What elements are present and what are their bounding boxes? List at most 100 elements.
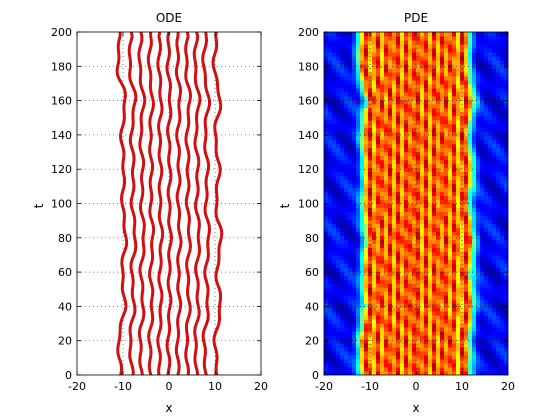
pde-heat-cell: [492, 339, 497, 344]
pde-heat-cell: [368, 223, 373, 228]
pde-heat-cell: [476, 155, 481, 161]
pde-heat-cell: [448, 291, 453, 296]
pde-heat-cell: [400, 275, 405, 280]
pde-heat-cell: [476, 91, 481, 97]
pde-heat-cell: [440, 183, 445, 189]
pde-heat-cell: [404, 191, 409, 197]
pde-heat-cell: [352, 259, 357, 264]
pde-heat-cell: [412, 32, 417, 37]
pde-heat-cell: [340, 43, 345, 49]
pde-heat-cell: [496, 111, 501, 117]
pde-heat-cell: [404, 99, 409, 105]
pde-heat-cell: [424, 351, 429, 356]
pde-heat-cell: [400, 51, 405, 57]
pde-heat-cell: [392, 323, 397, 328]
pde-heat-cell: [384, 275, 389, 280]
pde-heat-cell: [372, 335, 377, 340]
pde-heat-cell: [340, 111, 345, 117]
pde-heat-cell: [416, 299, 421, 304]
pde-heat-cell: [344, 32, 349, 37]
pde-heat-cell: [420, 287, 425, 292]
pde-heat-cell: [420, 339, 425, 344]
pde-heat-cell: [372, 147, 377, 153]
pde-heat-cell: [368, 283, 373, 288]
pde-heat-cell: [452, 91, 457, 97]
pde-heat-cell: [368, 215, 373, 220]
pde-heat-cell: [396, 247, 401, 252]
pde-heat-cell: [384, 371, 389, 375]
pde-heat-cell: [348, 219, 353, 224]
pde-heat-cell: [500, 371, 505, 375]
pde-heat-cell: [404, 367, 409, 372]
pde-heat-cell: [344, 155, 349, 161]
pde-heat-cell: [416, 335, 421, 340]
pde-heat-cell: [352, 323, 357, 328]
pde-heat-cell: [420, 43, 425, 49]
pde-heat-cell: [496, 63, 501, 69]
pde-heat-cell: [472, 63, 477, 69]
pde-heat-cell: [356, 251, 361, 256]
pde-heat-cell: [460, 359, 465, 364]
pde-heat-cell: [324, 299, 329, 304]
pde-heat-cell: [384, 251, 389, 256]
pde-heat-cell: [460, 143, 465, 149]
pde-heat-cell: [476, 59, 481, 65]
pde-heat-cell: [372, 271, 377, 276]
pde-heat-cell: [488, 343, 493, 348]
pde-heat-cell: [396, 59, 401, 65]
pde-heat-cell: [444, 279, 449, 284]
pde-heat-cell: [420, 151, 425, 157]
pde-heat-cell: [352, 99, 357, 105]
pde-heat-cell: [324, 83, 329, 89]
pde-heat-cell: [480, 67, 485, 73]
pde-heat-cell: [440, 32, 445, 37]
pde-heat-cell: [492, 63, 497, 69]
pde-heat-cell: [364, 311, 369, 316]
pde-heat-cell: [488, 355, 493, 360]
pde-heat-cell: [420, 211, 425, 216]
pde-heat-cell: [472, 279, 477, 284]
pde-heat-cell: [476, 47, 481, 53]
pde-heat-cell: [392, 367, 397, 372]
pde-heat-cell: [496, 299, 501, 304]
pde-heat-cell: [392, 47, 397, 53]
pde-heat-cell: [400, 47, 405, 53]
pde-heat-cell: [368, 271, 373, 276]
pde-heat-cell: [420, 155, 425, 161]
pde-heat-cell: [500, 363, 505, 368]
pde-heat-cell: [400, 331, 405, 336]
pde-heat-cell: [372, 71, 377, 77]
pde-heat-cell: [460, 307, 465, 312]
pde-heat-cell: [496, 263, 501, 268]
pde-heat-cell: [496, 171, 501, 177]
pde-heat-cell: [472, 371, 477, 375]
pde-heat-cell: [352, 223, 357, 228]
pde-heat-cell: [356, 291, 361, 296]
pde-heat-cell: [460, 291, 465, 296]
pde-heat-cell: [428, 207, 433, 212]
pde-heat-cell: [464, 147, 469, 153]
pde-heat-cell: [476, 67, 481, 73]
pde-heat-cell: [432, 67, 437, 73]
pde-heat-cell: [356, 159, 361, 165]
pde-heat-cell: [476, 139, 481, 145]
pde-heat-cell: [372, 139, 377, 145]
pde-heat-cell: [340, 335, 345, 340]
pde-heat-cell: [328, 35, 333, 41]
pde-heat-cell: [476, 103, 481, 109]
pde-heat-cell: [484, 159, 489, 165]
pde-heat-cell: [448, 143, 453, 149]
pde-heat-cell: [384, 135, 389, 141]
pde-heat-cell: [412, 75, 417, 81]
pde-heat-cell: [436, 307, 441, 312]
pde-heat-cell: [492, 183, 497, 189]
pde-heat-cell: [468, 295, 473, 300]
pde-heat-cell: [396, 95, 401, 101]
pde-heat-cell: [468, 143, 473, 149]
pde-heat-cell: [468, 51, 473, 57]
pde-heat-cell: [424, 35, 429, 41]
pde-heat-cell: [504, 355, 508, 360]
pde-heat-cell: [428, 279, 433, 284]
pde-heat-cell: [360, 83, 365, 89]
pde-heat-cell: [480, 111, 485, 117]
